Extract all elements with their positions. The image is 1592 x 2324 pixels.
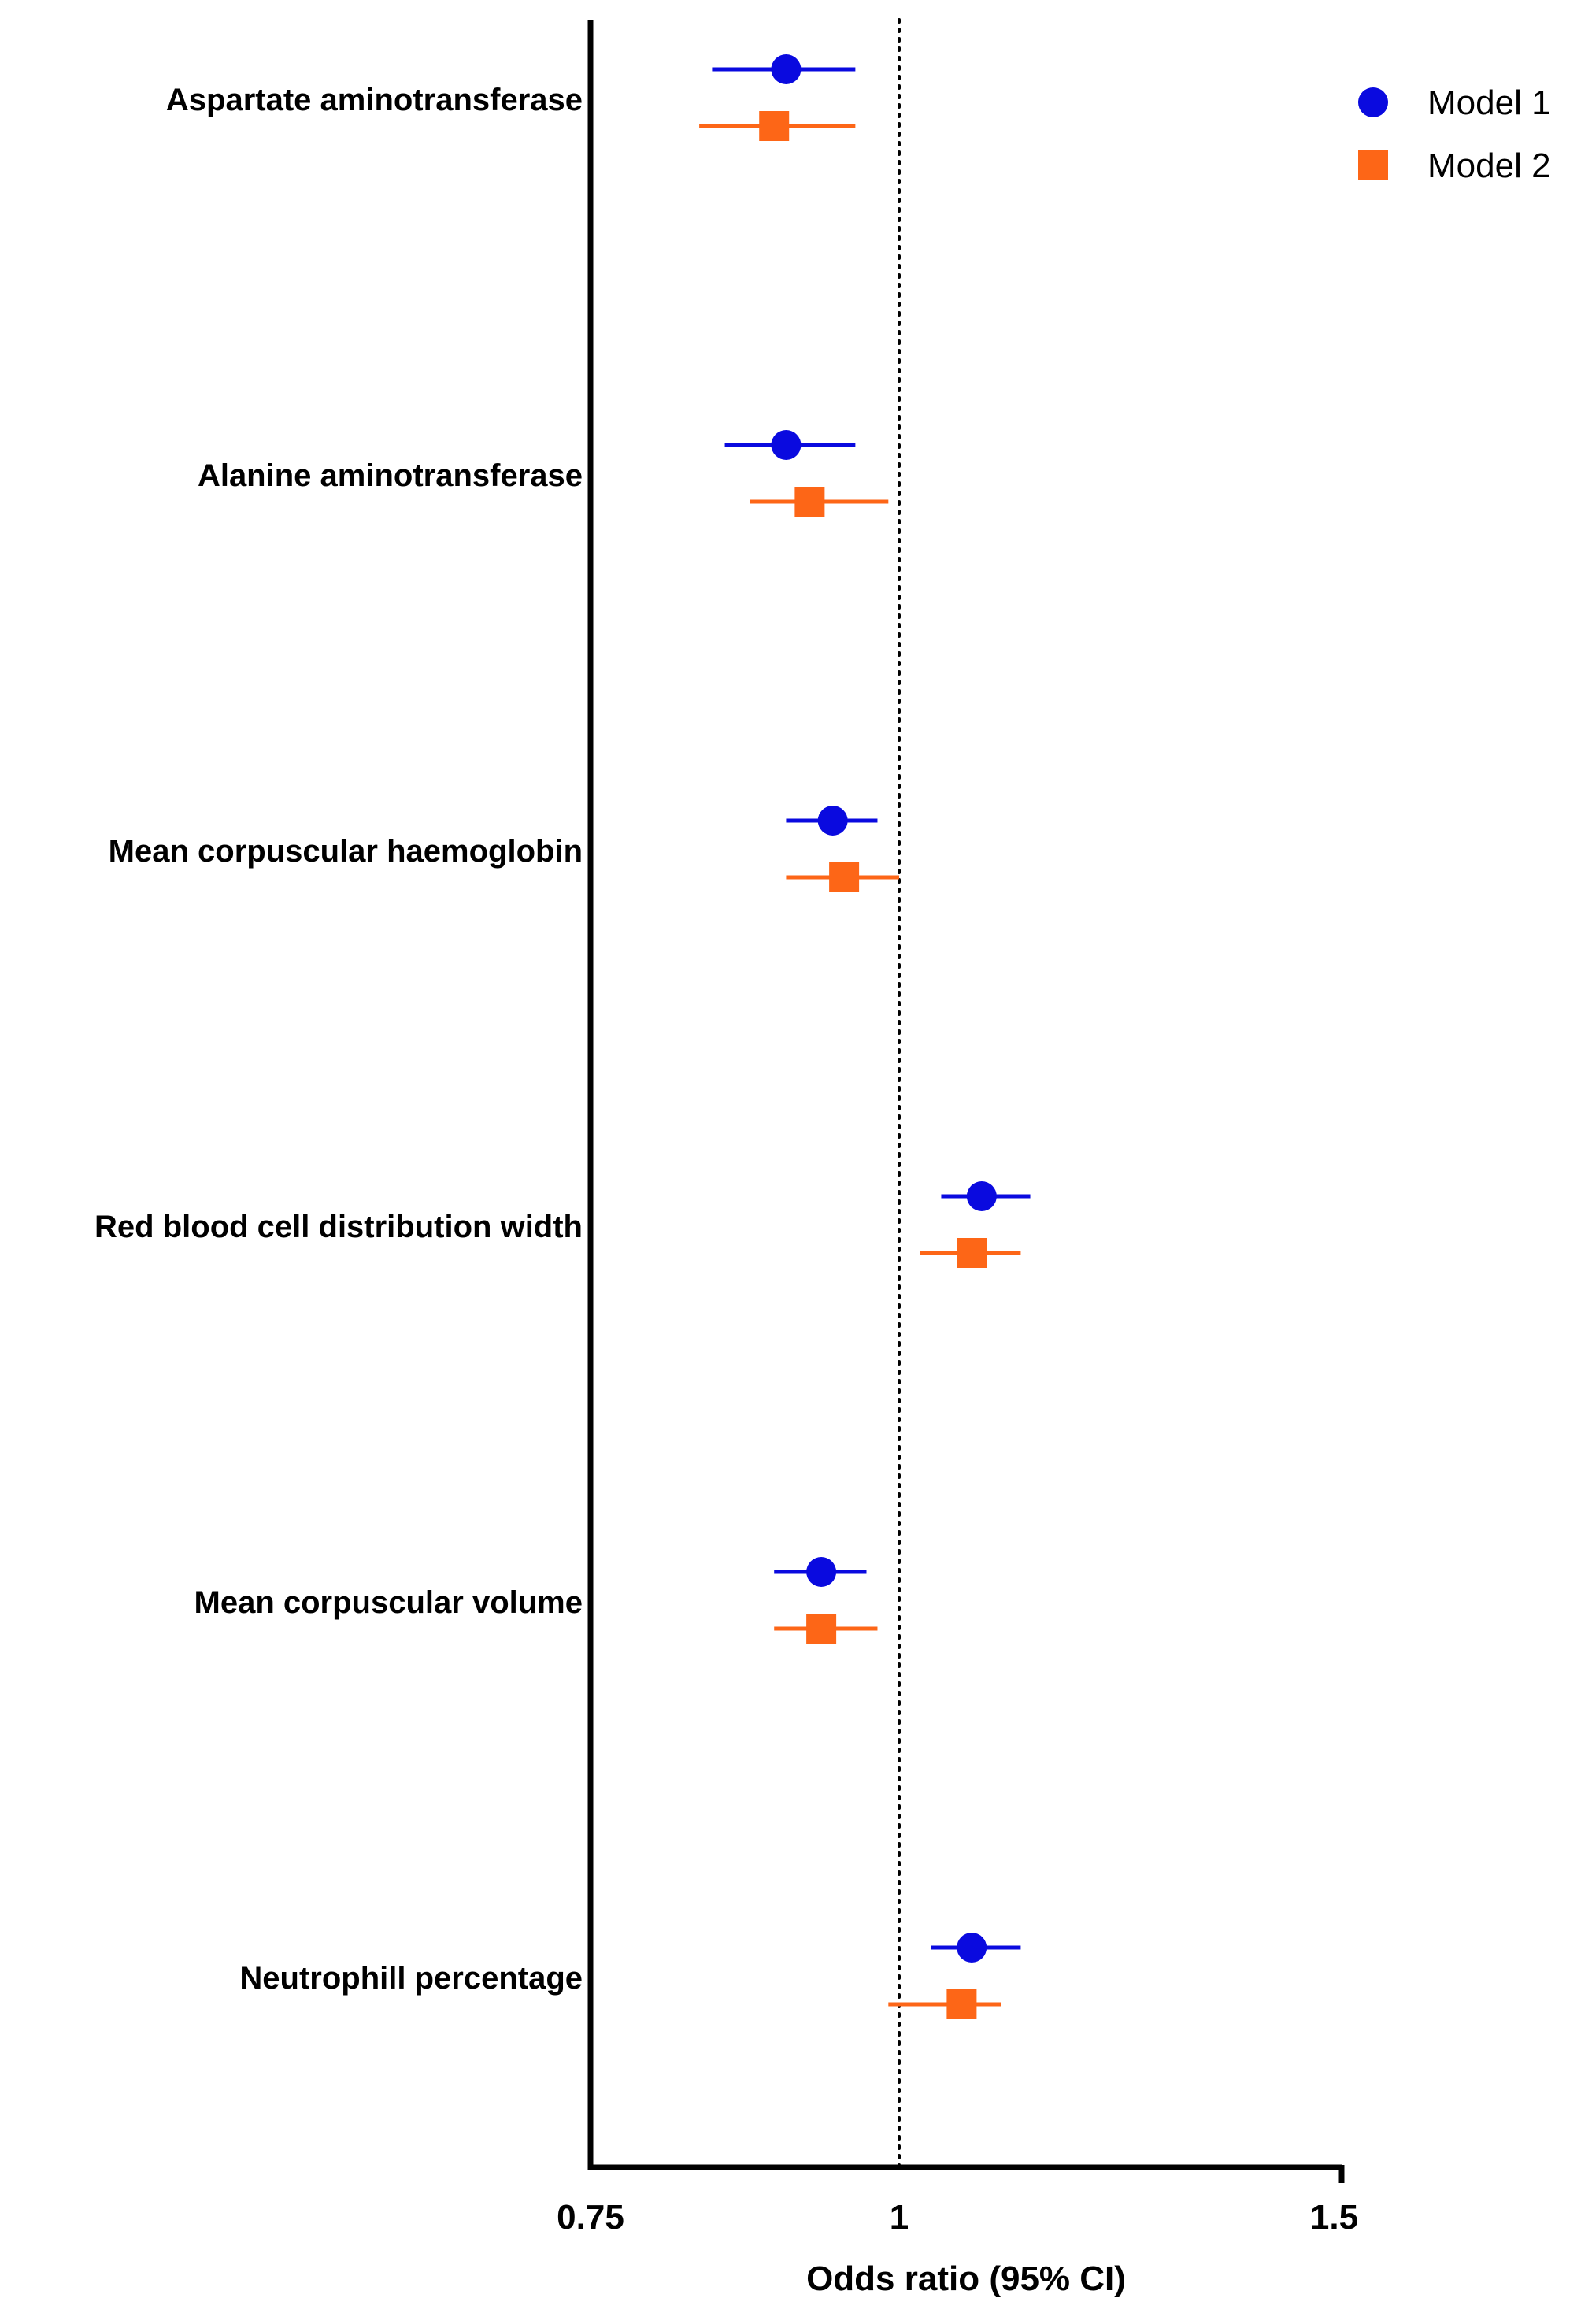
category-label: Red blood cell distribution width bbox=[94, 1210, 583, 1244]
point-marker bbox=[817, 806, 848, 836]
point-marker bbox=[771, 430, 802, 460]
legend-label: Model 2 bbox=[1427, 146, 1551, 185]
point-marker bbox=[957, 1238, 987, 1268]
category-label: Aspartate aminotransferase bbox=[166, 83, 583, 117]
category-label: Mean corpuscular haemoglobin bbox=[109, 834, 583, 869]
category-label-layer: Aspartate aminotransferase Alanine aminot… bbox=[94, 83, 583, 1996]
x-tick-label: 1.5 bbox=[1310, 2198, 1358, 2237]
series-model-2 bbox=[699, 111, 1021, 2019]
legend-label: Model 1 bbox=[1427, 83, 1551, 122]
point-marker bbox=[759, 111, 790, 141]
point-marker bbox=[957, 1933, 987, 1963]
point-marker bbox=[806, 1614, 837, 1644]
point-marker bbox=[946, 1989, 977, 2019]
axis-layer: 0.75 1 1.5 bbox=[557, 20, 1358, 2237]
series-model-1 bbox=[712, 54, 1031, 1963]
x-tick-label: 1 bbox=[890, 2198, 909, 2237]
x-tick-label: 0.75 bbox=[557, 2198, 624, 2237]
point-marker bbox=[794, 487, 825, 517]
category-label: Alanine aminotransferase bbox=[198, 458, 583, 493]
series-layer bbox=[699, 54, 1031, 2019]
legend-marker bbox=[1358, 87, 1388, 117]
point-marker bbox=[771, 54, 802, 84]
legend: Model 1 Model 2 bbox=[1358, 83, 1551, 185]
category-label: Neutrophill percentage bbox=[239, 1961, 583, 1996]
point-marker bbox=[966, 1181, 997, 1211]
legend-marker bbox=[1358, 150, 1388, 180]
point-marker bbox=[829, 862, 860, 892]
category-label: Mean corpuscular volume bbox=[194, 1585, 583, 1620]
x-axis-title: Odds ratio (95% CI) bbox=[806, 2259, 1126, 2298]
point-marker bbox=[806, 1557, 837, 1587]
